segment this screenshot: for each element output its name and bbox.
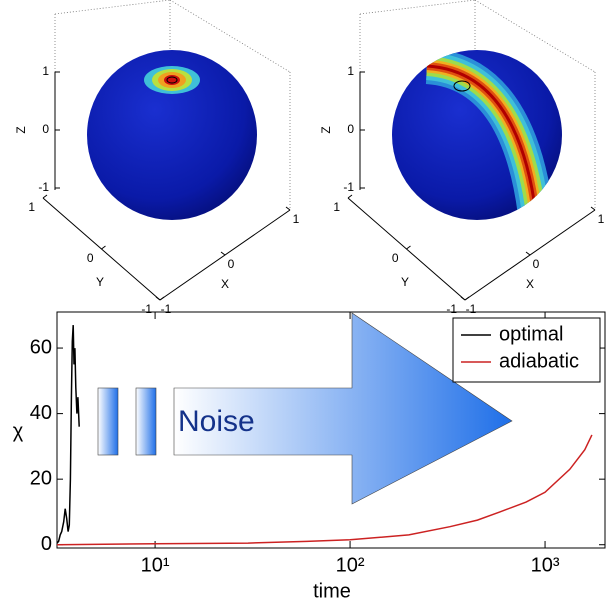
- legend-label: adiabatic: [499, 350, 579, 372]
- noise-arrow: [173, 312, 513, 505]
- density-ring: [453, 80, 471, 92]
- y-tick: [101, 245, 106, 250]
- y-tick: [464, 296, 470, 301]
- z-tick-label: 1: [42, 64, 49, 78]
- legend-box: [452, 317, 601, 383]
- box-edge: [169, 0, 291, 73]
- y-tick-label: 60: [30, 336, 52, 358]
- box-edge: [474, 0, 596, 73]
- series-line: [56, 325, 80, 544]
- y-tick-label: 0: [87, 251, 94, 265]
- x-tick-label: 10¹: [141, 554, 170, 576]
- x-axis-label: X: [526, 277, 534, 291]
- x-tick-label: 0: [228, 257, 235, 271]
- z-tick-label: 0: [42, 122, 49, 136]
- density-ring: [166, 76, 178, 84]
- y-tick-label: 1: [333, 200, 340, 214]
- y-tick: [347, 194, 353, 199]
- y-tick-label: -1: [446, 302, 457, 316]
- y-tick: [42, 194, 48, 199]
- box-edge: [359, 0, 476, 15]
- y-tick-label: 1: [28, 200, 35, 214]
- z-tick-label: 1: [347, 64, 354, 78]
- legend-label: optimal: [499, 323, 563, 345]
- x-tick-label: 10²: [336, 554, 365, 576]
- y-tick: [159, 296, 165, 301]
- z-tick-label: 0: [347, 122, 354, 136]
- z-axis-label: Z: [319, 126, 333, 133]
- x-tick-label: 0: [533, 257, 540, 271]
- x-tick-label: 1: [293, 212, 300, 226]
- series-line: [56, 434, 593, 546]
- x-axis-label: X: [221, 277, 229, 291]
- y-axis-label: χ: [13, 420, 24, 442]
- density-spot: [164, 75, 180, 85]
- y-tick-label: 40: [30, 402, 52, 424]
- x-tick: [220, 251, 226, 256]
- x-tick-label: 10³: [531, 554, 560, 576]
- x-tick: [285, 206, 291, 211]
- annotation: Noise: [178, 405, 255, 438]
- y-tick-label: 0: [41, 533, 52, 555]
- x-tick: [155, 296, 161, 301]
- x-tick-label: 1: [598, 212, 605, 226]
- plot-frame: [56, 311, 606, 549]
- z-tick-label: -1: [343, 180, 354, 194]
- y-tick-label: 0: [392, 251, 399, 265]
- z-tick-label: -1: [38, 180, 49, 194]
- x-axis-label: time: [313, 580, 351, 602]
- x-tick: [590, 206, 596, 211]
- noise-bar: [135, 387, 157, 456]
- y-axis-label: Y: [96, 275, 104, 289]
- y-tick: [406, 245, 411, 250]
- noise-bar: [97, 387, 119, 456]
- box-edge: [54, 0, 171, 15]
- x-tick: [460, 296, 466, 301]
- x-tick-label: -1: [466, 302, 477, 316]
- x-tick-label: -1: [161, 302, 172, 316]
- y-axis-label: Y: [401, 275, 409, 289]
- z-axis-label: Z: [14, 126, 28, 133]
- x-tick: [525, 251, 531, 256]
- sphere: [87, 50, 257, 220]
- y-tick-label: 20: [30, 467, 52, 489]
- y-tick-label: -1: [141, 302, 152, 316]
